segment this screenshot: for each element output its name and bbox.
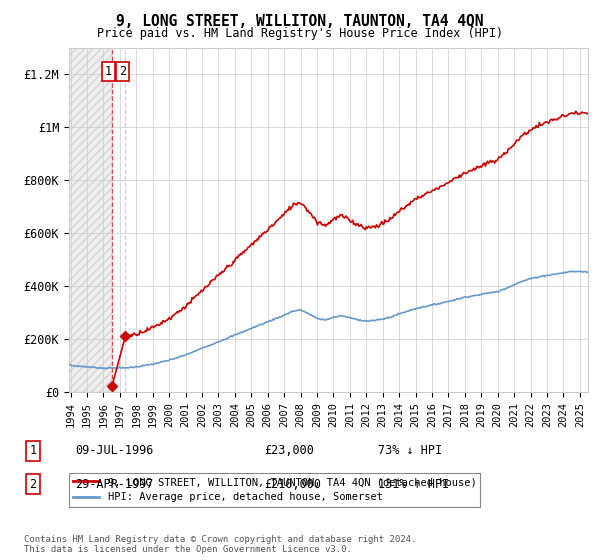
Bar	[62, 48, 112, 392]
Text: 73% ↓ HPI: 73% ↓ HPI	[378, 444, 442, 458]
Text: 2: 2	[29, 478, 37, 491]
Text: Contains HM Land Registry data © Crown copyright and database right 2024.
This d: Contains HM Land Registry data © Crown c…	[24, 535, 416, 554]
Text: 131% ↑ HPI: 131% ↑ HPI	[378, 478, 449, 491]
Text: 29-APR-1997: 29-APR-1997	[75, 478, 154, 491]
Text: £23,000: £23,000	[264, 444, 314, 458]
Text: 1: 1	[29, 444, 37, 458]
Text: £210,000: £210,000	[264, 478, 321, 491]
Text: 09-JUL-1996: 09-JUL-1996	[75, 444, 154, 458]
Text: Price paid vs. HM Land Registry's House Price Index (HPI): Price paid vs. HM Land Registry's House …	[97, 27, 503, 40]
Text: 1: 1	[105, 65, 112, 78]
Text: 2: 2	[119, 65, 126, 78]
Text: 9, LONG STREET, WILLITON, TAUNTON, TA4 4QN: 9, LONG STREET, WILLITON, TAUNTON, TA4 4…	[116, 14, 484, 29]
Legend: 9, LONG STREET, WILLITON, TAUNTON, TA4 4QN (detached house), HPI: Average price,: 9, LONG STREET, WILLITON, TAUNTON, TA4 4…	[69, 473, 481, 506]
